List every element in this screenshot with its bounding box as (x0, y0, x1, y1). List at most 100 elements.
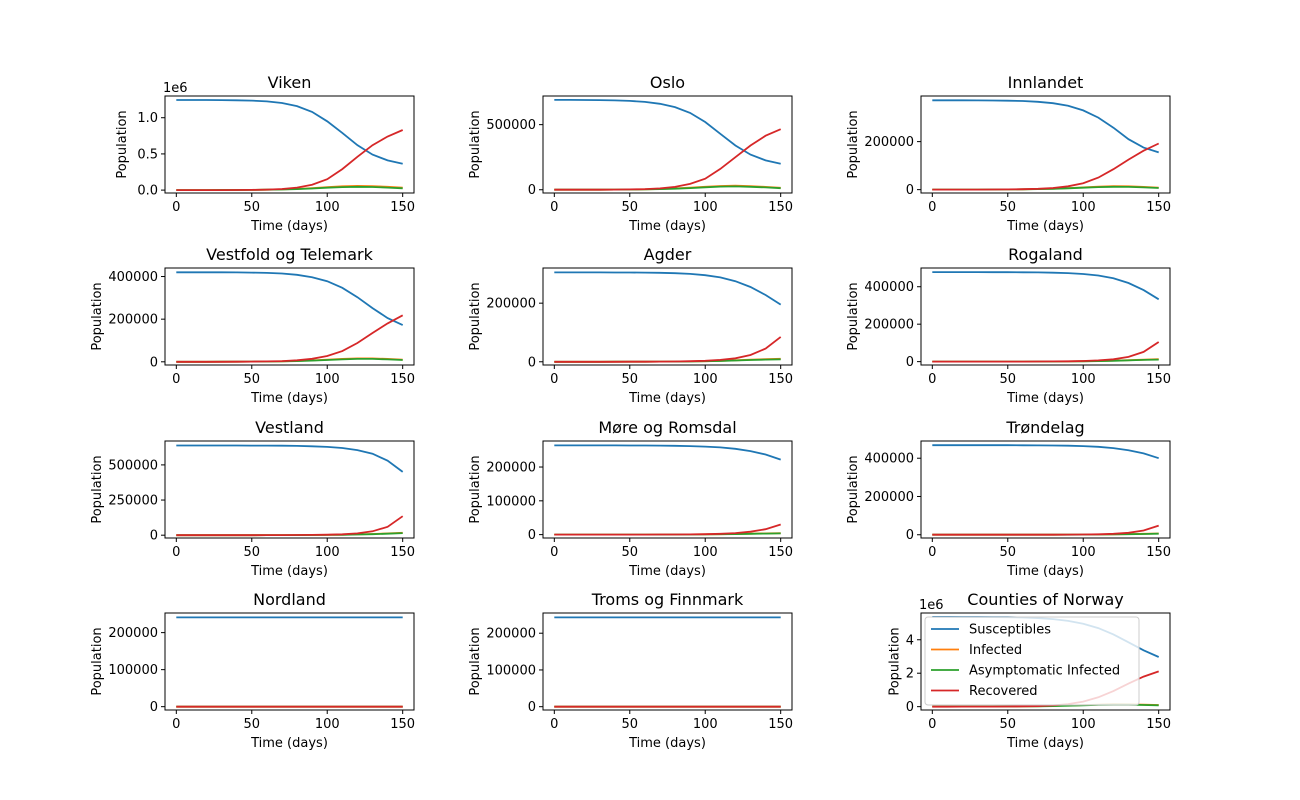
x-tick-label: 150 (390, 200, 415, 215)
y-tick-label: 200000 (108, 626, 158, 641)
x-tick-label: 0 (550, 372, 558, 387)
legend-label: Asymptomatic Infected (969, 664, 1120, 679)
x-tick-label: 50 (999, 717, 1016, 732)
y-tick-label: 100000 (486, 663, 536, 678)
subplot-innlandet: Innlandet 0 50 100 150 0 200000 Time (days) Popu… (846, 73, 1171, 234)
x-tick-label: 0 (172, 372, 180, 387)
x-axis-label: Time (days) (1006, 736, 1084, 751)
y-tick-label: 0 (150, 355, 158, 370)
subplot-title: Troms og Finnmark (591, 590, 744, 609)
subplot-møre-og-romsdal: Møre og Romsdal 0 50 100 150 0 100000 200000 Tim… (468, 418, 793, 579)
subplot-troms-og-finnmark: Troms og Finnmark 0 50 100 150 0 100000 200000 T… (468, 590, 793, 751)
legend-label: Recovered (969, 684, 1038, 699)
axes-frame (542, 440, 793, 539)
series-line-susceptibles (554, 271, 782, 306)
x-tick-label: 50 (243, 717, 260, 732)
y-tick-label: 200000 (864, 318, 914, 333)
y-tick-label: 0 (528, 355, 536, 370)
x-tick-label: 50 (243, 545, 260, 560)
axes-frame (542, 612, 793, 711)
axes-frame (542, 95, 793, 194)
x-tick-label: 0 (550, 717, 558, 732)
y-axis-label: Population (468, 282, 483, 350)
y-tick-label: 4 (906, 633, 914, 648)
y-tick-label: 100000 (486, 494, 536, 509)
subplot-rogaland: Rogaland 0 50 100 150 0 200000 400000 Time (days… (846, 245, 1171, 406)
x-tick-label: 150 (1146, 372, 1171, 387)
series-line-susceptibles (932, 444, 1159, 460)
subplot-title: Innlandet (1008, 73, 1084, 92)
subplot-title: Trøndelag (1005, 418, 1084, 437)
y-tick-label: 0 (906, 528, 914, 543)
subplot-grid: Viken 0 50 100 150 0.0 0.5 1.0 Time (days) Popula… (90, 73, 1171, 751)
x-tick-label: 50 (243, 200, 260, 215)
series-line-recovered (176, 515, 404, 537)
x-tick-label: 150 (768, 717, 793, 732)
y-tick-label: 400000 (108, 270, 158, 285)
y-tick-label: 200000 (486, 461, 536, 476)
y-tick-label: 250000 (108, 494, 158, 509)
y-tick-label: 0 (528, 183, 536, 198)
series-line-recovered (176, 129, 404, 192)
y-tick-label: 100000 (108, 663, 158, 678)
x-tick-label: 100 (315, 200, 340, 215)
series-line-recovered (554, 523, 781, 536)
y-tick-label: 200000 (864, 490, 914, 505)
subplot-nordland: Nordland 0 50 100 150 0 100000 200000 Time (days… (90, 590, 415, 751)
x-tick-label: 150 (390, 545, 415, 560)
axes-frame (920, 95, 1171, 194)
axes-frame (164, 95, 415, 194)
y-tick-label: 500000 (108, 458, 158, 473)
y-axis-label: Population (115, 110, 130, 178)
subplot-trøndelag: Trøndelag 0 50 100 150 0 200000 400000 Time (day… (846, 418, 1171, 579)
subplot-oslo: Oslo 0 50 100 150 0 500000 Time (days) Populatio… (468, 73, 793, 234)
subplot-title: Vestland (255, 418, 324, 437)
x-tick-label: 50 (243, 372, 260, 387)
x-axis-label: Time (days) (628, 391, 706, 406)
x-axis-label: Time (days) (1006, 564, 1084, 579)
y-tick-label: 500000 (486, 118, 536, 133)
legend-box (924, 616, 1140, 706)
series-line-susceptibles (932, 271, 1160, 301)
x-tick-label: 100 (315, 717, 340, 732)
y-tick-label: 0 (528, 700, 536, 715)
y-axis-label: Population (888, 627, 903, 695)
subplot-title: Nordland (253, 590, 326, 609)
y-axis-label: Population (90, 282, 105, 350)
y-axis-label: Population (468, 455, 483, 523)
y-tick-label: 0 (528, 528, 536, 543)
subplot-title: Oslo (650, 73, 685, 92)
x-tick-label: 50 (621, 545, 638, 560)
subplot-title: Counties of Norway (967, 590, 1123, 609)
y-tick-label: 200000 (108, 313, 158, 328)
subplot-title: Møre og Romsdal (598, 418, 736, 437)
y-offset-text: 1e6 (919, 598, 944, 613)
y-tick-label: 0 (150, 529, 158, 544)
y-offset-text: 1e6 (163, 81, 188, 96)
x-tick-label: 0 (928, 200, 936, 215)
subplot-title: Agder (644, 245, 692, 264)
y-tick-label: 0 (906, 700, 914, 715)
y-tick-label: 400000 (864, 452, 914, 467)
legend: Susceptibles Infected Asymptomatic Infecte… (924, 616, 1140, 706)
x-tick-label: 150 (768, 372, 793, 387)
x-tick-label: 100 (693, 372, 718, 387)
y-tick-label: 0 (906, 355, 914, 370)
axes-frame (920, 612, 1171, 711)
x-tick-label: 0 (172, 717, 180, 732)
subplot-title: Viken (268, 73, 312, 92)
series-line-recovered (554, 128, 782, 191)
x-tick-label: 50 (621, 372, 638, 387)
axes-frame (920, 267, 1171, 366)
x-tick-label: 100 (1071, 717, 1096, 732)
series-line-susceptibles (176, 271, 404, 326)
y-tick-label: 200000 (486, 297, 536, 312)
y-axis-label: Population (468, 627, 483, 695)
axes-frame (542, 267, 793, 366)
series-line-recovered (554, 336, 782, 363)
x-tick-label: 100 (693, 545, 718, 560)
x-tick-label: 100 (1071, 200, 1096, 215)
series-line-recovered (932, 524, 1159, 536)
series-line-susceptibles (554, 444, 781, 461)
x-axis-label: Time (days) (250, 391, 328, 406)
